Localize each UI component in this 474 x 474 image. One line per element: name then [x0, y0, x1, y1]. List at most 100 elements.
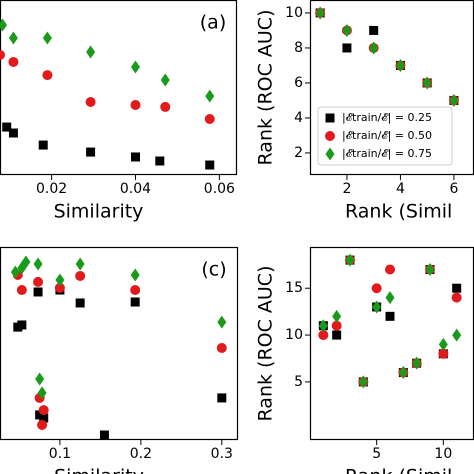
square-point [130, 297, 140, 307]
square-point [8, 128, 18, 138]
diamond-point [35, 372, 45, 386]
diamond-point [130, 268, 140, 282]
y-tick-label: 10 [285, 5, 303, 21]
square-point [452, 283, 462, 293]
axes-frame [0, 0, 238, 176]
square-point [33, 287, 43, 297]
x-tick-label: 4 [396, 181, 405, 197]
y-tick-label: 4 [294, 110, 303, 126]
panel-label: (c) [201, 259, 226, 281]
diamond-point [21, 255, 31, 269]
diamond-point [37, 386, 47, 400]
y-tick-label: 15 [285, 280, 303, 296]
circle-point [216, 342, 227, 353]
points [0, 18, 308, 174]
square-point [369, 25, 379, 35]
diamond-point [332, 309, 342, 323]
square-point [155, 156, 165, 166]
square-point [39, 413, 49, 423]
diamond-point [8, 31, 18, 45]
circle-point [204, 114, 215, 124]
diamond-point [398, 366, 408, 380]
diamond-point [86, 45, 96, 59]
circle-point [130, 285, 141, 296]
legend-label: |𝓔train/𝓔| = 0.50 [342, 129, 432, 142]
circle-point [38, 405, 49, 416]
circle-point [0, 49, 5, 60]
square-point [99, 430, 109, 440]
x-tick-label: 0.3 [211, 446, 233, 462]
diamond-point [55, 273, 65, 287]
axes-frame [309, 246, 474, 441]
x-tick-label: 2 [342, 181, 351, 197]
y-axis-label: Rank (ROC AUC) [255, 266, 277, 422]
diamond-point [422, 76, 432, 90]
circle-point [385, 264, 395, 275]
diamond-point [452, 328, 462, 342]
y-tick-label: 10 [285, 327, 303, 343]
y-tick-label: 6 [294, 75, 303, 91]
square-point [342, 43, 352, 53]
axes-frame [0, 246, 239, 441]
diamond-point [75, 257, 85, 271]
circle-point [438, 348, 449, 359]
diamond-point [325, 147, 335, 161]
circle-point [451, 292, 462, 303]
diamond-point [342, 23, 352, 37]
diamond-point [10, 265, 20, 279]
circle-point [371, 283, 382, 294]
x-tick-label: 10 [434, 446, 452, 462]
square-point [130, 152, 140, 162]
diamond-point [205, 89, 215, 103]
square-point [17, 320, 27, 330]
x-tick-label: 6 [449, 181, 458, 197]
circle-point [37, 419, 48, 430]
circle-point [331, 320, 342, 331]
x-tick-label: 0.04 [120, 181, 151, 197]
diamond-point [412, 356, 422, 370]
circle-point [54, 282, 65, 293]
points [318, 253, 462, 389]
circle-point [160, 101, 171, 112]
diamond-point [425, 262, 435, 276]
circle-point [325, 131, 335, 141]
square-point [217, 393, 227, 403]
diamond-point [372, 300, 382, 314]
circle-point [16, 285, 27, 296]
square-point [332, 330, 342, 340]
legend-label: |𝓔train/𝓔| = 0.25 [342, 111, 432, 124]
circle-point [42, 70, 53, 81]
y-tick-label: 8 [294, 40, 303, 56]
diamond-point [315, 6, 325, 20]
x-axis-label: Rank (Simil [345, 201, 452, 223]
diamond-point [42, 31, 52, 45]
square-point [205, 160, 215, 170]
circle-point [85, 97, 96, 108]
diamond-point [318, 319, 328, 333]
diamond-point [0, 18, 8, 32]
diamond-point [130, 60, 140, 74]
square-point [2, 122, 12, 132]
x-axis-label: Rank (Simil [345, 466, 452, 474]
diamond-point [358, 375, 368, 389]
diamond-point [385, 291, 395, 305]
panel-label: (a) [200, 12, 226, 34]
x-tick-label: 5 [372, 446, 381, 462]
diamond-point [345, 253, 355, 267]
square-point [299, 165, 308, 174]
diamond-point [438, 337, 448, 351]
y-axis-label: Rank (ROC AUC) [255, 10, 277, 166]
diamond-point [217, 315, 227, 329]
square-point [75, 298, 85, 308]
circle-point [318, 330, 329, 341]
circle-point [8, 56, 19, 67]
points [315, 6, 459, 107]
x-axis-label: Similarity [54, 201, 144, 223]
x-tick-label: 0.02 [36, 181, 67, 197]
y-tick-label: 2 [294, 145, 303, 161]
diamond-point [449, 93, 459, 107]
diamond-point [369, 41, 379, 55]
x-tick-label: 0.1 [49, 446, 71, 462]
diamond-point [33, 257, 43, 271]
